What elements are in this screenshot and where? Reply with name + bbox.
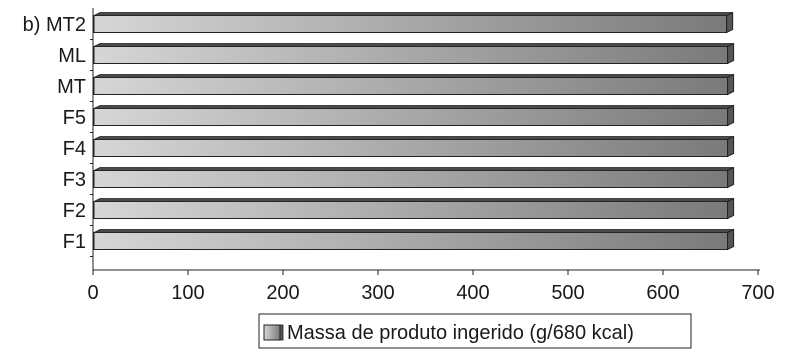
bar-f3 xyxy=(93,170,729,188)
bar-end-face-mt xyxy=(727,73,735,96)
x-axis: 0 100 200 300 400 500 600 700 xyxy=(87,8,775,304)
bar-top-face-f5 xyxy=(93,105,734,109)
bar-top-face-f3 xyxy=(93,167,734,171)
bar-mt xyxy=(93,77,729,95)
legend-swatch xyxy=(263,324,281,341)
bar-end-face-f3 xyxy=(727,166,735,189)
legend-swatch-end xyxy=(279,324,284,341)
category-label-f4: F4 xyxy=(63,138,86,160)
x-tick-label-300: 300 xyxy=(361,282,394,304)
bar-f5 xyxy=(93,108,729,126)
bar-end-face-ml xyxy=(727,42,735,65)
bar-end-face-f4 xyxy=(727,135,735,158)
category-label-f1: F1 xyxy=(63,231,86,253)
bar-f4 xyxy=(93,139,729,157)
bar-f2 xyxy=(93,201,729,219)
x-tick-label-600: 600 xyxy=(646,282,679,304)
bar-f1 xyxy=(93,232,729,250)
legend-box xyxy=(258,313,692,349)
bar-top-face-mt2 xyxy=(93,12,733,16)
x-tick-label-0: 0 xyxy=(87,282,98,304)
bars-layer xyxy=(93,11,735,251)
category-label-f5: F5 xyxy=(63,107,86,129)
bar-ml xyxy=(93,46,729,64)
x-tick-label-200: 200 xyxy=(266,282,299,304)
category-label-f2: F2 xyxy=(63,200,86,222)
bar-end-face-mt2 xyxy=(726,11,734,34)
bar-mt2 xyxy=(93,15,728,33)
legend: Massa de produto ingerido (g/680 kcal) xyxy=(258,313,692,349)
category-label-mt: MT xyxy=(57,76,86,98)
bar-end-face-f5 xyxy=(727,104,735,127)
bar-top-face-ml xyxy=(93,43,734,47)
legend-label: Massa de produto ingerido (g/680 kcal) xyxy=(287,322,634,344)
x-tick-label-100: 100 xyxy=(171,282,204,304)
bar-top-face-f1 xyxy=(93,229,734,233)
category-label-ml: ML xyxy=(58,45,86,67)
category-label-f3: F3 xyxy=(63,169,86,191)
category-labels: b) MT2 ML MT F5 F4 F3 F2 F1 xyxy=(23,14,86,253)
x-tick-label-500: 500 xyxy=(551,282,584,304)
x-tick-label-700: 700 xyxy=(741,282,774,304)
bar-end-face-f2 xyxy=(727,197,735,220)
bar-top-face-f2 xyxy=(93,198,734,202)
category-label-mt2: b) MT2 xyxy=(23,14,86,36)
bar-end-face-f1 xyxy=(727,228,735,251)
bar-top-face-f4 xyxy=(93,136,734,140)
x-tick-label-400: 400 xyxy=(456,282,489,304)
bar-top-face-mt xyxy=(93,74,734,78)
